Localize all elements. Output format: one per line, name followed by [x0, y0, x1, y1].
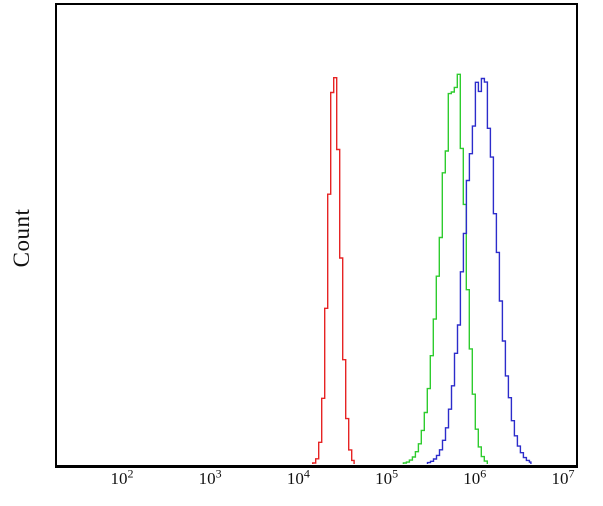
x-tick-label-10e3: 103 — [198, 466, 222, 488]
plot-area — [55, 3, 578, 468]
x-tick-label-10e4: 104 — [286, 466, 310, 488]
y-axis-label: Count — [9, 208, 34, 268]
x-tick-label-10e5: 105 — [375, 466, 399, 488]
plot-svg — [312, 73, 532, 464]
x-tick-label-10e7: 107 — [551, 466, 575, 488]
x-axis-tick-labels: 102 103 104 105 106 107 — [0, 466, 603, 499]
x-tick-label-10e6: 106 — [463, 466, 487, 488]
red-population-curve — [312, 77, 355, 464]
x-tick-label-10e2: 102 — [110, 466, 134, 488]
blue-population-curve — [426, 77, 532, 464]
green-population-curve — [402, 73, 488, 464]
